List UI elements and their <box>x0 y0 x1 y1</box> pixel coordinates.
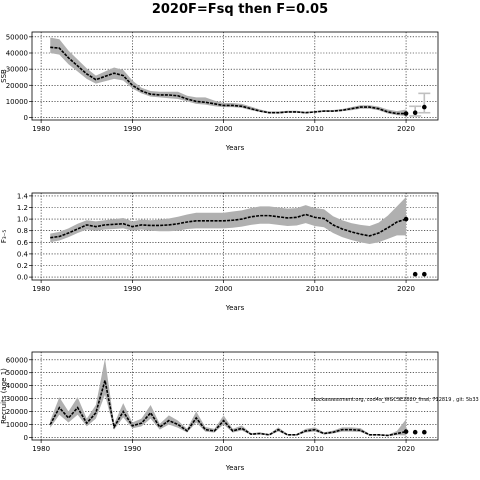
x-axis-label: Years <box>225 304 245 312</box>
x-tick-label: 2010 <box>306 125 324 133</box>
x-tick-label: 2010 <box>306 285 324 293</box>
y-tick-label: 1.0 <box>17 216 28 224</box>
y-axis-label: SSB <box>0 69 8 83</box>
y-tick-label: 20000 <box>6 82 28 90</box>
y-tick-label: 30000 <box>6 395 28 403</box>
estimate-line <box>49 380 407 437</box>
x-tick-label: 2000 <box>215 445 233 453</box>
y-tick-label: 0 <box>24 434 28 442</box>
forecast-point <box>412 271 418 277</box>
y-tick-label: 10000 <box>6 98 28 106</box>
axes-frame <box>31 351 439 441</box>
y-tick-label: 1.4 <box>17 192 29 200</box>
y-tick-label: 0.6 <box>17 239 29 247</box>
forecast-point <box>422 104 427 110</box>
y-tick-label: 30000 <box>6 66 28 74</box>
x-axis-label: Years <box>225 144 245 152</box>
y-tick-label: 40000 <box>6 382 28 390</box>
x-tick-label: 1980 <box>32 445 50 453</box>
y-tick-label: 50000 <box>6 33 28 41</box>
y-tick-label: 0.2 <box>17 262 28 270</box>
estimate-line <box>50 46 407 115</box>
x-tick-label: 1980 <box>32 285 50 293</box>
forecast-point <box>422 429 427 435</box>
x-tick-label: 2000 <box>215 125 233 133</box>
panel-1: 1980 1990 2000 2010 2020 0 10000 20000 30000 4000… <box>0 31 439 152</box>
figure-title: 2020F=Fsq then F=0.05 <box>152 2 328 17</box>
y-axis-label: Recruits (age 1) <box>0 368 8 424</box>
axes-frame <box>31 31 439 121</box>
axes-frame <box>31 192 439 281</box>
x-tick-label: 1990 <box>123 445 141 453</box>
x-axis-label: Years <box>225 464 245 472</box>
forecast-point <box>403 429 409 434</box>
x-tick-label: 2020 <box>397 285 415 293</box>
panels: 1980 1990 2000 2010 202001000020000300004000… <box>0 31 439 472</box>
panel-3: 1980 1990 2000 2010 2020 0 10000 20000 30000 4000… <box>0 351 439 472</box>
estimate-line <box>50 213 407 239</box>
x-tick-label: 2020 <box>397 445 415 453</box>
x-tick-label: 2010 <box>306 445 324 453</box>
y-tick-label: 0 <box>24 114 28 122</box>
forecast-point <box>403 216 409 222</box>
x-tick-label: 1980 <box>32 125 50 133</box>
panel-2: 1980 1990 2000 2010 2020 0.0 0.2 0.4 0.6 0.8 1.0 1.… <box>0 192 439 312</box>
x-tick-label: 2000 <box>215 285 233 293</box>
y-tick-label: 10000 <box>6 421 28 429</box>
forecast-point <box>412 429 418 435</box>
y-tick-label: 60000 <box>6 356 28 364</box>
y-tick-label: 0.0 <box>17 274 28 282</box>
x-tick-label: 1990 <box>123 285 141 293</box>
x-tick-label: 1990 <box>123 125 141 133</box>
y-tick-label: 0.4 <box>17 250 29 258</box>
confidence-band <box>50 37 407 116</box>
y-tick-label: 40000 <box>6 49 28 57</box>
y-axis-label: F₃₋₅ <box>0 230 8 244</box>
y-tick-label: 0.8 <box>17 227 28 235</box>
y-tick-label: 20000 <box>6 408 28 416</box>
x-tick-label: 2020 <box>397 125 415 133</box>
forecast-point <box>422 271 427 277</box>
source-annotation: stockassessment.org, cod4a_WGCSE2020_fin… <box>311 397 479 403</box>
forecast-point <box>412 110 418 116</box>
y-tick-label: 50000 <box>6 369 28 377</box>
forecast-point <box>403 111 409 116</box>
y-tick-label: 1.2 <box>17 204 28 212</box>
